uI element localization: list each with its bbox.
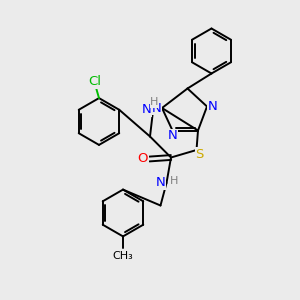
Text: N: N — [168, 129, 177, 142]
Text: N: N — [142, 103, 151, 116]
Text: N: N — [152, 101, 161, 115]
Text: CH₃: CH₃ — [112, 251, 134, 261]
Text: N: N — [156, 176, 165, 190]
Text: O: O — [138, 152, 148, 166]
Text: Cl: Cl — [88, 75, 101, 88]
Text: H: H — [150, 97, 159, 107]
Text: H: H — [170, 176, 178, 187]
Text: S: S — [195, 148, 204, 161]
Text: N: N — [208, 100, 217, 113]
